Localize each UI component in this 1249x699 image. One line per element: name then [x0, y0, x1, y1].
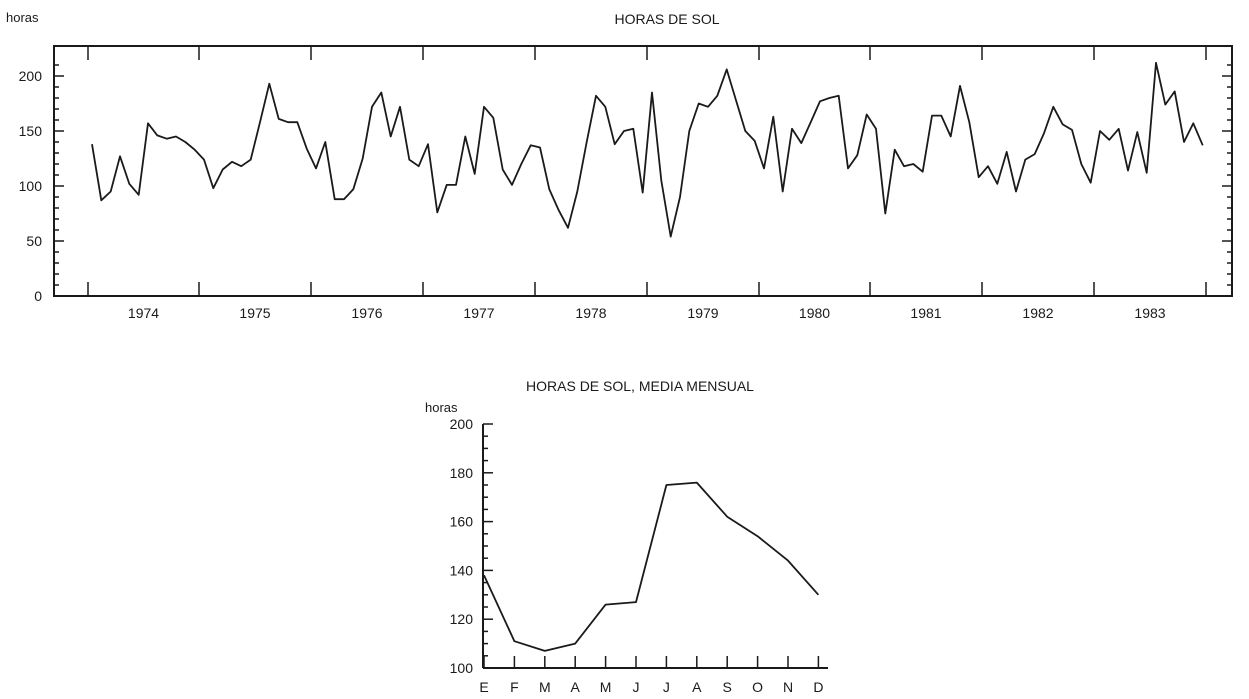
x-tick-label: 1979 — [687, 305, 718, 321]
y-tick-label: 120 — [450, 611, 474, 627]
x-tick-label: M — [600, 679, 612, 695]
x-tick-label: F — [510, 679, 519, 695]
x-tick-label: 1974 — [128, 305, 159, 321]
chart-title: HORAS DE SOL, MEDIA MENSUAL — [526, 378, 754, 394]
y-tick-label: 50 — [26, 233, 42, 249]
x-tick-label: 1978 — [575, 305, 606, 321]
x-tick-label: A — [692, 679, 702, 695]
x-tick-label: J — [663, 679, 670, 695]
x-tick-label: 1976 — [351, 305, 382, 321]
y-axis: 0 50 100 150 200 — [19, 64, 1232, 304]
x-tick-label: N — [783, 679, 793, 695]
x-tick-label: 1980 — [799, 305, 830, 321]
y-tick-label: 200 — [19, 68, 43, 84]
x-tick-label: 1975 — [239, 305, 270, 321]
y-tick-label: 200 — [450, 416, 474, 432]
y-tick-label: 0 — [34, 288, 42, 304]
y-axis: 100 120 140 160 180 200 — [450, 416, 493, 676]
y-tick-label: 150 — [19, 123, 43, 139]
x-tick-label: D — [813, 679, 823, 695]
series-line — [91, 61, 1204, 238]
plot-frame — [53, 45, 1233, 297]
sunshine-hours-monthly-chart: HORAS DE SOL horas 0 50 100 150 200 1974 1975… — [6, 10, 1233, 321]
y-tick-label: 100 — [19, 178, 43, 194]
y-tick-label: 140 — [450, 562, 474, 578]
chart-title: HORAS DE SOL — [614, 11, 719, 27]
x-tick-label: S — [723, 679, 732, 695]
axes — [482, 424, 828, 669]
x-tick-label: A — [571, 679, 581, 695]
x-tick-label: M — [539, 679, 551, 695]
x-tick-label: O — [752, 679, 763, 695]
y-tick-label: 100 — [450, 660, 474, 676]
sunshine-hours-monthly-mean-chart: HORAS DE SOL, MEDIA MENSUAL horas 100 120… — [425, 378, 828, 695]
y-tick-label: 180 — [450, 465, 474, 481]
series — [483, 481, 820, 652]
x-axis: 1974 1975 1976 1977 1978 1979 1980 1981 1982 1983 — [87, 46, 1207, 321]
series — [91, 61, 1204, 238]
x-tick-label: E — [479, 679, 488, 695]
x-tick-label: 1983 — [1134, 305, 1165, 321]
x-tick-label: J — [633, 679, 640, 695]
x-tick-label: 1977 — [463, 305, 494, 321]
x-tick-label: 1981 — [910, 305, 941, 321]
y-axis-label: horas — [425, 400, 458, 415]
x-tick-label: 1982 — [1022, 305, 1053, 321]
y-tick-label: 160 — [450, 514, 474, 530]
y-axis-label: horas — [6, 10, 39, 25]
series-line — [483, 481, 820, 652]
